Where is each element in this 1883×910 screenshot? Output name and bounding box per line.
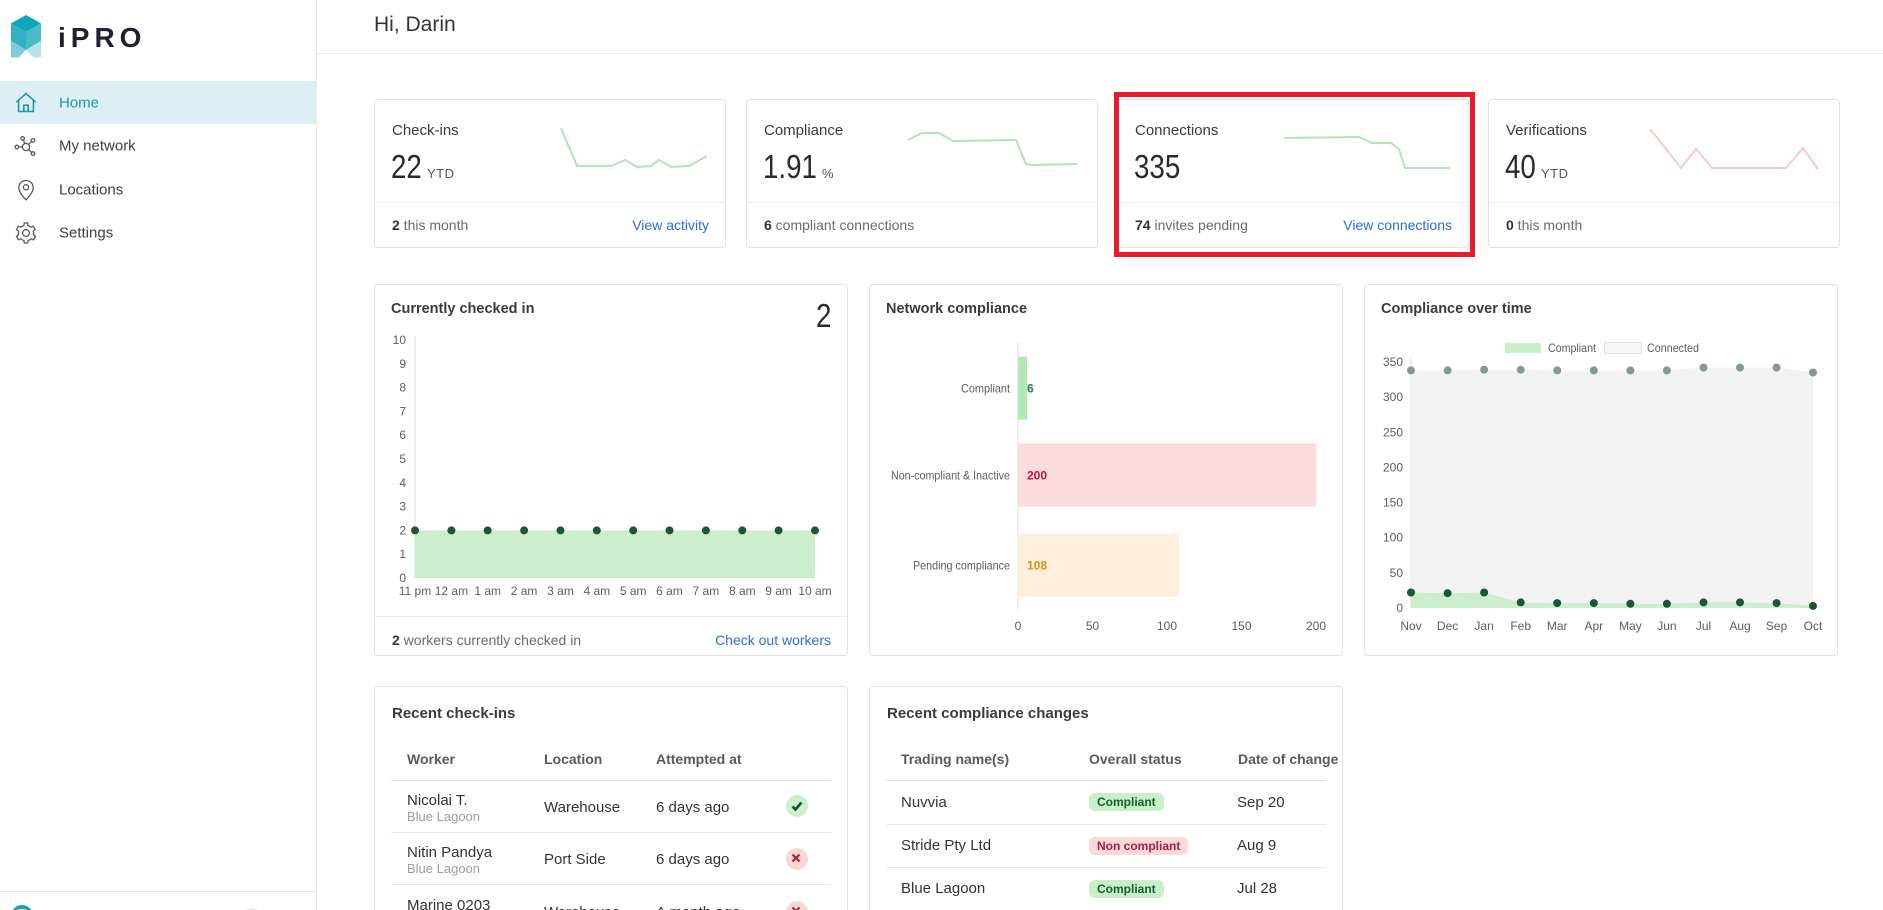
svg-text:6: 6 [399, 428, 406, 442]
svg-text:100: 100 [1157, 619, 1177, 633]
svg-text:1 am: 1 am [474, 584, 501, 598]
svg-text:Jul: Jul [1696, 619, 1711, 633]
svg-text:7: 7 [399, 404, 406, 418]
svg-text:4 am: 4 am [583, 584, 610, 598]
svg-text:Apr: Apr [1584, 619, 1603, 633]
svg-text:1: 1 [399, 547, 406, 561]
svg-text:Compliant: Compliant [961, 382, 1011, 396]
svg-text:Jan: Jan [1474, 619, 1493, 633]
svg-text:May: May [1619, 619, 1642, 633]
svg-text:2 am: 2 am [511, 584, 538, 598]
svg-text:8: 8 [399, 381, 406, 395]
svg-text:Connected: Connected [1647, 341, 1699, 355]
svg-text:5: 5 [399, 452, 406, 466]
svg-text:200: 200 [1306, 619, 1326, 633]
svg-text:50: 50 [1086, 619, 1100, 633]
svg-text:7 am: 7 am [693, 584, 720, 598]
svg-text:50: 50 [1390, 566, 1404, 580]
svg-text:350: 350 [1383, 355, 1403, 369]
svg-text:Compliant: Compliant [1548, 341, 1597, 355]
svg-text:12 am: 12 am [435, 584, 468, 598]
svg-text:Sep: Sep [1766, 619, 1788, 633]
svg-text:Non-compliant & Inactive: Non-compliant & Inactive [891, 469, 1010, 483]
svg-text:0: 0 [399, 571, 406, 585]
svg-text:Mar: Mar [1547, 619, 1568, 633]
svg-text:200: 200 [1027, 469, 1047, 483]
svg-text:108: 108 [1027, 559, 1047, 573]
svg-text:Feb: Feb [1510, 619, 1531, 633]
svg-text:150: 150 [1231, 619, 1251, 633]
svg-text:Aug: Aug [1729, 619, 1750, 633]
svg-text:0: 0 [1396, 601, 1403, 615]
svg-text:Jun: Jun [1657, 619, 1676, 633]
svg-text:Dec: Dec [1437, 619, 1458, 633]
svg-text:3: 3 [399, 500, 406, 514]
svg-text:0: 0 [1015, 619, 1022, 633]
svg-text:6 am: 6 am [656, 584, 683, 598]
svg-text:200: 200 [1383, 460, 1403, 474]
svg-text:5 am: 5 am [620, 584, 647, 598]
svg-text:10 am: 10 am [798, 584, 831, 598]
svg-text:3 am: 3 am [547, 584, 574, 598]
svg-text:100: 100 [1383, 531, 1403, 545]
svg-text:150: 150 [1383, 496, 1403, 510]
svg-text:Nov: Nov [1400, 619, 1421, 633]
svg-text:Oct: Oct [1804, 619, 1823, 633]
svg-text:8 am: 8 am [729, 584, 756, 598]
svg-text:11 pm: 11 pm [399, 584, 431, 598]
svg-text:9 am: 9 am [765, 584, 792, 598]
svg-text:4: 4 [399, 476, 406, 490]
svg-text:6: 6 [1027, 382, 1034, 396]
svg-text:Pending compliance: Pending compliance [913, 559, 1010, 573]
svg-text:10: 10 [393, 333, 407, 347]
svg-text:250: 250 [1383, 425, 1403, 439]
svg-text:2: 2 [399, 523, 406, 537]
svg-text:9: 9 [399, 357, 406, 371]
svg-text:300: 300 [1383, 390, 1403, 404]
